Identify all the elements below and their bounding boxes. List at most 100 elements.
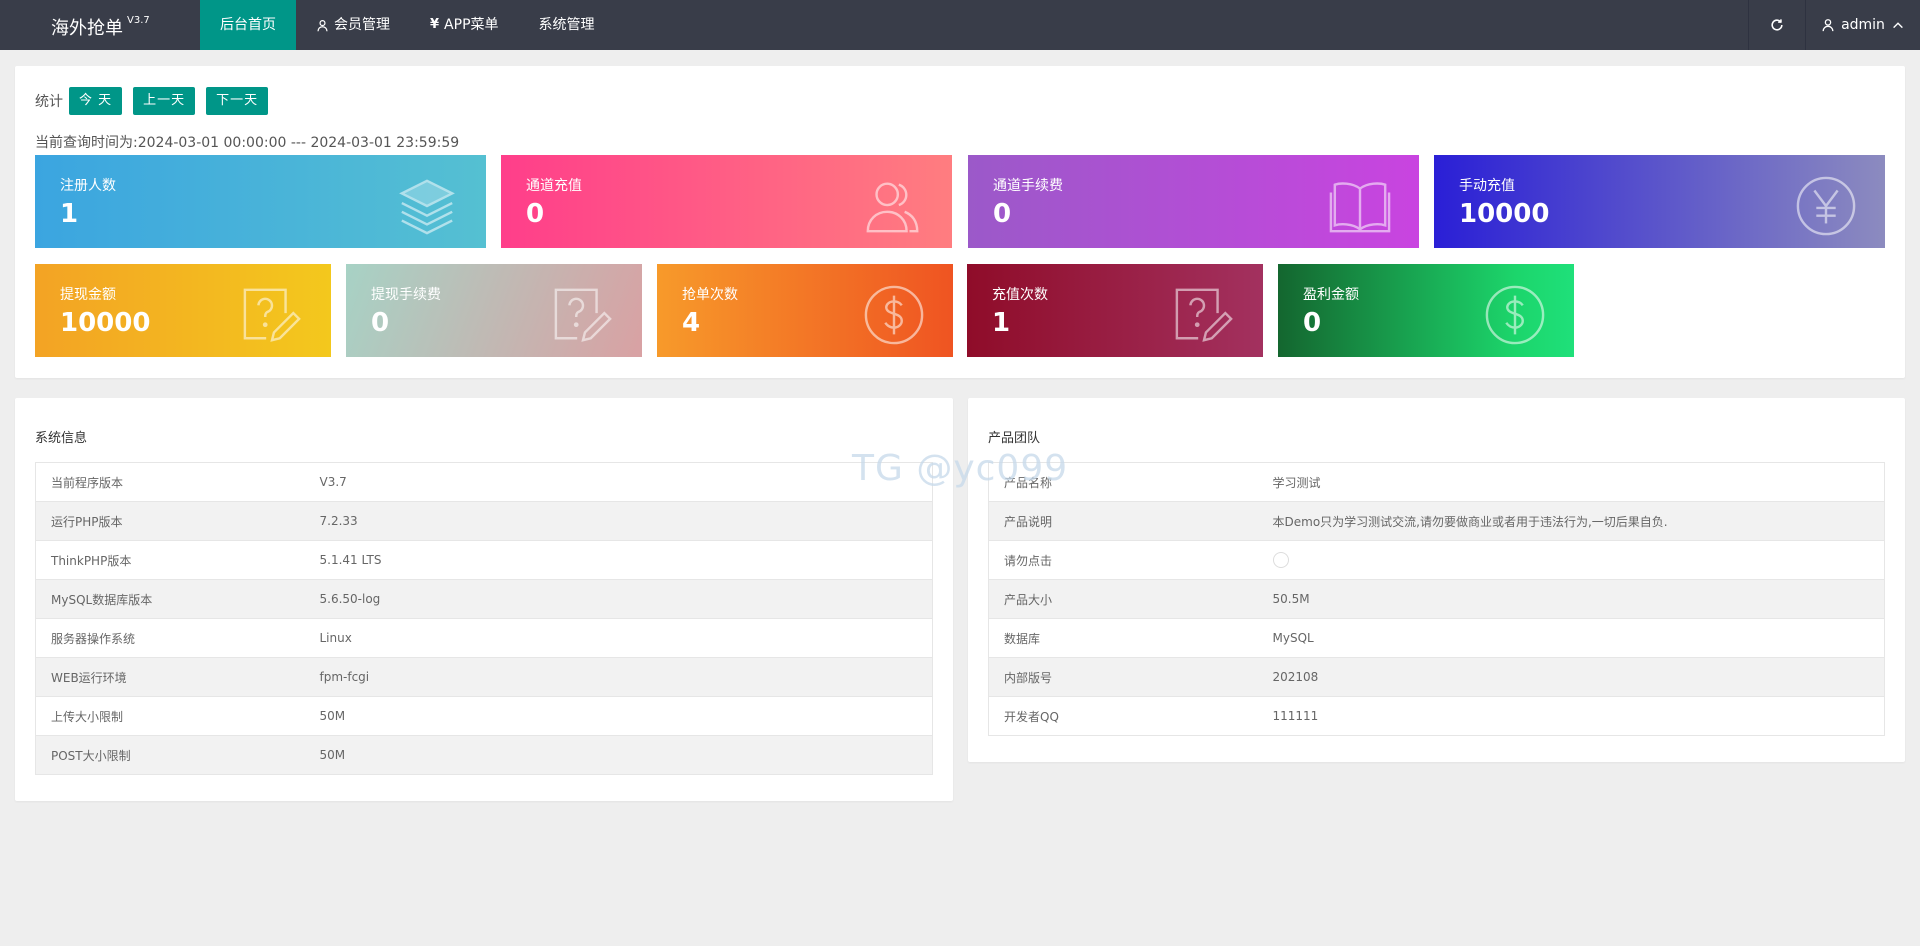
table-row: WEB运行环境 fpm-fcgi xyxy=(35,657,933,697)
table-row: POST大小限制 50M xyxy=(35,735,933,775)
table-cell-key: 请勿点击 xyxy=(988,540,1258,580)
question-edit-icon xyxy=(1175,288,1233,342)
stat-card-value: 10000 xyxy=(1459,199,1550,229)
table-cell-value: 5.6.50-log xyxy=(304,579,933,619)
user-icon xyxy=(1822,19,1834,32)
table-cell-value: 学习测试 xyxy=(1257,462,1885,502)
table-cell-key: WEB运行环境 xyxy=(35,657,305,697)
yen-icon: ¥ xyxy=(430,17,440,32)
dollar-circle-icon xyxy=(864,285,924,345)
today-button[interactable]: 今 天 xyxy=(69,87,123,115)
yen-circle-icon xyxy=(1796,176,1856,236)
book-icon xyxy=(1329,182,1391,233)
table-cell-key: 开发者QQ xyxy=(988,696,1258,736)
table-cell-key: 数据库 xyxy=(988,618,1258,658)
stat-card-label: 手动充值 xyxy=(1459,178,1515,194)
table-cell-value: 111111 xyxy=(1257,696,1885,736)
stat-card-value: 10000 xyxy=(60,308,151,338)
stats-panel: 统计 今 天 上一天 下一天 当前查询时间为:2024-03-01 00:00:… xyxy=(15,66,1905,378)
stat-card-recharge-count: 充值次数 1 xyxy=(967,264,1263,357)
stat-card-value: 0 xyxy=(526,199,545,229)
dollar-circle-icon xyxy=(1485,285,1545,345)
main-nav: 后台首页 会员管理 ¥ APP菜单 系统管理 xyxy=(200,0,615,50)
table-cell-value: 50.5M xyxy=(1257,579,1885,619)
table-row: 产品说明 本Demo只为学习测试交流,请勿要做商业或者用于违法行为,一切后果自负. xyxy=(988,501,1885,541)
system-info-table: 当前程序版本 V3.7 运行PHP版本 7.2.33 ThinkPHP版本 5.1.4… xyxy=(35,462,933,775)
stat-card-registrations: 注册人数 1 xyxy=(35,155,486,248)
question-edit-icon xyxy=(243,288,301,342)
table-cell-key: 内部版号 xyxy=(988,657,1258,697)
nav-item-home[interactable]: 后台首页 xyxy=(200,0,296,50)
stat-card-grab-count: 抢单次数 4 xyxy=(657,264,953,357)
stat-card-value: 1 xyxy=(60,199,79,229)
top-right-tools: admin xyxy=(1748,0,1920,50)
app-version: V3.7 xyxy=(127,15,150,26)
table-row: 产品大小 50.5M xyxy=(988,579,1885,619)
top-navbar: 海外抢单 V3.7 后台首页 会员管理 ¥ APP菜单 系统管理 admin xyxy=(0,0,1920,50)
refresh-icon xyxy=(1771,19,1783,31)
stat-card-manual-recharge: 手动充值 10000 xyxy=(1434,155,1885,248)
product-team-table: 产品名称 学习测试 产品说明 本Demo只为学习测试交流,请勿要做商业或者用于违法行… xyxy=(988,462,1885,736)
nav-item-members[interactable]: 会员管理 xyxy=(296,0,410,50)
table-cell-key: 运行PHP版本 xyxy=(35,501,305,541)
question-edit-icon xyxy=(554,288,612,342)
table-row: 服务器操作系统 Linux xyxy=(35,618,933,658)
table-row: 当前程序版本 V3.7 xyxy=(35,462,933,502)
table-row: 产品名称 学习测试 xyxy=(988,462,1885,502)
nav-item-system[interactable]: 系统管理 xyxy=(519,0,615,50)
table-row: 上传大小限制 50M xyxy=(35,696,933,736)
stat-card-label: 抢单次数 xyxy=(682,287,738,303)
stat-card-value: 0 xyxy=(371,308,390,338)
table-row: ThinkPHP版本 5.1.41 LTS xyxy=(35,540,933,580)
table-cell-key: 服务器操作系统 xyxy=(35,618,305,658)
donate-link-icon[interactable] xyxy=(1272,552,1289,568)
table-cell-key: 产品大小 xyxy=(988,579,1258,619)
table-cell-value: 7.2.33 xyxy=(304,501,933,541)
nav-item-app-menu[interactable]: ¥ APP菜单 xyxy=(410,0,519,50)
users-icon xyxy=(866,182,919,233)
user-menu[interactable]: admin xyxy=(1805,0,1920,50)
table-row: 开发者QQ 111111 xyxy=(988,696,1885,736)
table-row: 内部版号 202108 xyxy=(988,657,1885,697)
table-cell-value: 50M xyxy=(304,696,933,736)
table-cell-key: POST大小限制 xyxy=(35,735,305,775)
table-row: MySQL数据库版本 5.6.50-log xyxy=(35,579,933,619)
table-cell-value: 5.1.41 LTS xyxy=(304,540,933,580)
table-cell-value: V3.7 xyxy=(304,462,933,502)
stat-card-label: 盈利金额 xyxy=(1303,287,1359,303)
stat-card-label: 注册人数 xyxy=(60,178,116,194)
date-filter: 统计 今 天 上一天 下一天 xyxy=(35,87,279,115)
username: admin xyxy=(1841,17,1885,33)
nav-item-label: 后台首页 xyxy=(220,17,276,33)
stat-card-value: 0 xyxy=(993,199,1012,229)
product-team-panel: 产品团队 产品名称 学习测试 产品说明 本Demo只为学习测试交流,请勿要做商业或者… xyxy=(968,398,1905,762)
table-cell-value: 50M xyxy=(304,735,933,775)
table-cell-value: Linux xyxy=(304,618,933,658)
table-cell-key: 产品说明 xyxy=(988,501,1258,541)
stat-card-withdraw-fee: 提现手续费 0 xyxy=(346,264,642,357)
table-cell-key: MySQL数据库版本 xyxy=(35,579,305,619)
stats-label: 统计 xyxy=(35,94,63,110)
table-cell-key: 当前程序版本 xyxy=(35,462,305,502)
chevron-up-icon xyxy=(1893,22,1903,29)
nav-item-label: 系统管理 xyxy=(538,17,595,33)
app-logo[interactable]: 海外抢单 V3.7 xyxy=(51,0,150,50)
table-row: 运行PHP版本 7.2.33 xyxy=(35,501,933,541)
stat-card-label: 通道充值 xyxy=(526,178,582,194)
query-time: 当前查询时间为:2024-03-01 00:00:00 --- 2024-03-… xyxy=(35,135,460,151)
table-cell-value xyxy=(1257,540,1885,580)
nav-item-label: 会员管理 xyxy=(334,17,390,33)
app-name: 海外抢单 xyxy=(51,18,123,39)
refresh-button[interactable] xyxy=(1748,0,1805,50)
stat-card-channel-fee: 通道手续费 0 xyxy=(968,155,1419,248)
table-cell-value: fpm-fcgi xyxy=(304,657,933,697)
stat-card-value: 4 xyxy=(682,308,701,338)
stat-card-label: 充值次数 xyxy=(992,287,1048,303)
next-day-button[interactable]: 下一天 xyxy=(206,87,269,115)
panel-title: 系统信息 xyxy=(35,431,88,446)
prev-day-button[interactable]: 上一天 xyxy=(133,87,196,115)
stat-card-label: 提现金额 xyxy=(60,287,116,303)
layers-icon xyxy=(399,179,455,235)
table-cell-value: 本Demo只为学习测试交流,请勿要做商业或者用于违法行为,一切后果自负. xyxy=(1257,501,1885,541)
table-cell-key: ThinkPHP版本 xyxy=(35,540,305,580)
